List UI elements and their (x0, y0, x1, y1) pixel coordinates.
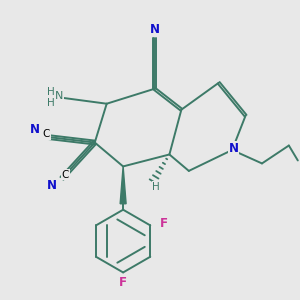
Text: N: N (149, 23, 160, 36)
Text: F: F (119, 276, 127, 290)
Text: N: N (229, 142, 238, 155)
Text: N: N (29, 124, 39, 136)
Text: H: H (47, 98, 54, 108)
Text: H: H (152, 182, 160, 192)
Text: N: N (47, 179, 57, 192)
Text: F: F (160, 218, 168, 230)
Polygon shape (120, 167, 126, 204)
Text: N: N (55, 91, 63, 101)
Text: C: C (43, 129, 50, 139)
Text: C: C (62, 170, 69, 180)
Text: H: H (47, 87, 54, 98)
